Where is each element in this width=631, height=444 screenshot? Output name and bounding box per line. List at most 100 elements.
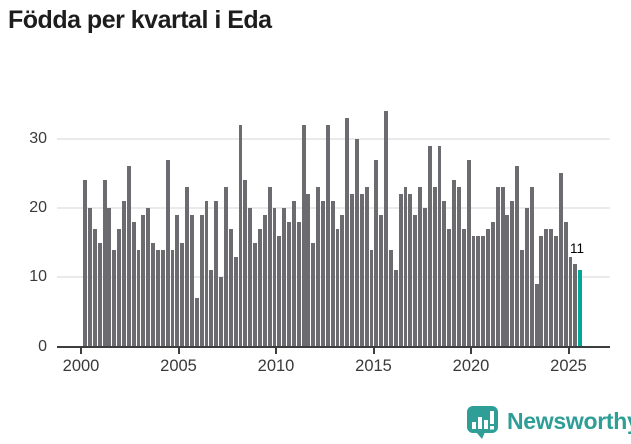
bar	[573, 263, 578, 347]
bar	[510, 201, 515, 347]
y-axis-label: 10	[29, 268, 47, 286]
bar	[219, 277, 223, 347]
bar	[432, 187, 437, 347]
bar	[335, 228, 340, 347]
bar	[248, 208, 253, 347]
bar	[136, 249, 141, 347]
bar	[389, 249, 393, 347]
bar	[243, 180, 248, 347]
bar	[369, 249, 374, 347]
bar	[175, 214, 180, 347]
bar	[112, 249, 117, 347]
bar	[238, 124, 243, 347]
bar	[549, 228, 554, 347]
bar	[413, 214, 418, 347]
bar	[321, 201, 325, 347]
bar	[107, 208, 112, 347]
newsworthy-wordmark: Newsworthy	[507, 408, 631, 434]
bar	[558, 173, 563, 347]
y-gridline	[57, 137, 610, 140]
bar	[170, 249, 175, 347]
bar	[330, 201, 335, 347]
bar	[355, 138, 359, 347]
bar	[442, 201, 447, 347]
x-axis-label: 2015	[355, 356, 392, 375]
bar	[515, 166, 520, 347]
bar	[466, 159, 471, 347]
y-axis-label: 0	[38, 337, 47, 355]
bar	[88, 208, 92, 347]
bar	[345, 117, 350, 347]
bar	[486, 228, 490, 347]
x-axis-label: 2020	[452, 356, 490, 375]
bar	[122, 201, 126, 347]
bar	[534, 284, 539, 347]
y-axis-label: 20	[29, 199, 47, 217]
bar	[456, 187, 461, 347]
bar	[301, 124, 306, 347]
bar	[447, 228, 452, 347]
bar	[311, 242, 316, 347]
bar	[165, 159, 170, 347]
bar	[272, 208, 277, 347]
last-value-annotation: 11	[570, 241, 585, 256]
bar	[364, 187, 369, 347]
bar	[141, 214, 146, 347]
bar	[296, 221, 301, 347]
bar	[374, 159, 379, 347]
x-axis-label: 2025	[550, 356, 587, 375]
bar	[228, 228, 233, 347]
bar	[563, 221, 568, 347]
bar	[199, 214, 204, 347]
y-axis-label: 30	[29, 129, 47, 147]
x-axis-tick	[470, 347, 472, 354]
chart-title: Födda per kvartal i Eda	[8, 6, 272, 34]
bar	[505, 214, 510, 347]
bar	[209, 270, 214, 347]
x-axis-label: 2005	[160, 356, 197, 375]
bar	[568, 256, 573, 347]
bar	[180, 242, 185, 347]
bar	[117, 228, 122, 347]
bar	[544, 228, 549, 347]
bar	[398, 194, 403, 347]
bar	[102, 180, 107, 347]
bar	[291, 201, 296, 347]
bar	[418, 187, 423, 347]
bar	[204, 201, 209, 347]
bar	[461, 228, 466, 347]
bar	[539, 235, 544, 347]
bar	[306, 194, 311, 347]
bar	[384, 111, 389, 347]
bar	[146, 208, 151, 347]
bar	[408, 194, 413, 347]
bar	[359, 194, 364, 347]
bar	[253, 242, 257, 347]
x-axis-tick	[80, 347, 82, 354]
bar	[131, 221, 136, 347]
bar	[223, 187, 228, 347]
highlighted-bar	[578, 270, 583, 347]
bar	[379, 214, 384, 347]
bar	[160, 249, 165, 347]
x-axis-tick	[372, 347, 375, 354]
bar	[83, 180, 88, 347]
bar	[350, 194, 355, 347]
bar	[471, 235, 476, 347]
x-axis-tick	[177, 347, 180, 354]
x-axis-label: 2010	[257, 356, 295, 375]
bar	[151, 242, 156, 347]
bar	[233, 256, 238, 347]
bar	[316, 187, 321, 347]
bar	[437, 145, 442, 347]
bar	[481, 235, 486, 347]
bar	[500, 187, 505, 347]
bar	[495, 187, 500, 347]
bar	[524, 208, 529, 347]
bar	[422, 208, 427, 347]
bar	[126, 166, 131, 347]
bar	[393, 270, 398, 347]
newsworthy-logo[interactable]: Newsworthy	[466, 404, 631, 444]
newsworthy-icon	[466, 404, 500, 444]
